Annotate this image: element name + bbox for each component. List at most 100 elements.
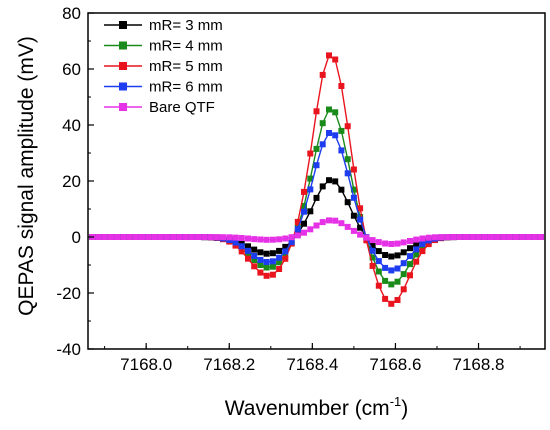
- y-tick-label: 0: [72, 228, 81, 247]
- legend-marker: [119, 21, 127, 29]
- data-point: [276, 247, 283, 254]
- data-point: [494, 234, 501, 240]
- data-point: [413, 236, 420, 243]
- data-point: [263, 259, 270, 265]
- y-axis-title: QEPAS signal amplitude (mV): [15, 36, 38, 316]
- legend-item: Bare QTF: [104, 99, 215, 116]
- data-point: [282, 255, 289, 262]
- data-point: [269, 236, 276, 243]
- data-point: [344, 156, 351, 163]
- data-point: [382, 277, 389, 284]
- data-point: [326, 217, 332, 224]
- data-point: [288, 239, 295, 246]
- data-point: [332, 178, 339, 185]
- data-point: [288, 234, 295, 241]
- data-point: [425, 241, 432, 248]
- legend-item: mR= 6 mm: [104, 79, 223, 96]
- data-point: [519, 234, 526, 240]
- data-point: [407, 272, 413, 279]
- data-point: [326, 52, 332, 59]
- x-tick-label: 7168.4: [286, 355, 338, 374]
- data-point: [419, 235, 426, 242]
- data-point: [382, 240, 389, 247]
- data-point: [506, 234, 513, 240]
- data-point: [375, 239, 382, 246]
- data-point: [413, 251, 420, 258]
- series-line: [92, 179, 541, 258]
- data-point: [195, 234, 202, 240]
- x-axis-title-sup: -1: [390, 394, 402, 409]
- data-point: [301, 188, 307, 195]
- x-tick-label: 7168.2: [203, 355, 255, 374]
- data-point: [388, 300, 395, 307]
- data-point: [338, 147, 345, 154]
- data-point: [369, 242, 376, 249]
- data-point: [481, 234, 488, 240]
- data-point: [488, 234, 494, 240]
- data-point: [257, 256, 264, 263]
- data-point: [319, 71, 326, 78]
- data-point: [394, 297, 401, 303]
- data-point: [220, 234, 226, 241]
- data-point: [188, 234, 195, 240]
- data-point: [301, 229, 307, 236]
- data-point: [407, 253, 413, 260]
- data-point: [294, 232, 301, 239]
- data-point: [269, 258, 276, 265]
- data-point: [319, 120, 326, 127]
- series-5: [89, 217, 544, 247]
- data-point: [413, 241, 420, 248]
- data-point: [307, 150, 314, 157]
- data-point: [438, 234, 445, 241]
- data-point: [338, 83, 345, 89]
- data-point: [413, 246, 420, 253]
- y-tick-label: -40: [56, 340, 81, 359]
- data-point: [95, 234, 102, 240]
- data-point: [226, 234, 233, 241]
- data-point: [475, 234, 482, 240]
- data-point: [319, 219, 326, 226]
- data-point: [350, 186, 357, 193]
- data-point: [157, 234, 164, 240]
- data-point: [350, 227, 357, 234]
- legend-item: mR= 4 mm: [104, 38, 223, 55]
- data-point: [394, 265, 401, 272]
- data-point: [407, 261, 413, 268]
- data-point: [369, 262, 376, 269]
- data-point: [257, 249, 264, 256]
- data-point: [419, 241, 426, 247]
- data-point: [350, 212, 357, 219]
- data-point: [263, 250, 270, 257]
- legend-item: mR= 3 mm: [104, 17, 223, 34]
- data-point: [456, 234, 463, 240]
- data-point: [263, 236, 270, 243]
- data-point: [126, 234, 133, 240]
- data-point: [332, 132, 339, 139]
- data-point: [151, 234, 158, 240]
- data-point: [419, 248, 426, 255]
- data-point: [294, 226, 301, 233]
- data-point: [388, 241, 395, 247]
- data-point: [132, 234, 139, 240]
- data-point: [263, 264, 270, 271]
- data-point: [375, 268, 382, 275]
- data-point: [238, 243, 245, 250]
- data-point: [388, 267, 395, 274]
- y-tick-label: 60: [62, 60, 81, 79]
- data-point: [375, 282, 382, 289]
- data-point: [369, 247, 376, 254]
- data-point: [282, 235, 289, 242]
- data-point: [207, 234, 214, 240]
- data-point: [238, 235, 245, 241]
- data-point: [251, 236, 258, 243]
- x-tick-label: 7168.6: [369, 355, 421, 374]
- data-point: [238, 248, 245, 255]
- legend-marker: [119, 62, 127, 70]
- data-point: [344, 170, 351, 177]
- data-point: [313, 194, 320, 201]
- legend: mR= 3 mm mR= 4 mm mR= 5 mm mR= 6 mm Bare QTF: [104, 17, 223, 116]
- data-point: [326, 177, 332, 184]
- data-point: [307, 186, 314, 193]
- data-point: [238, 240, 245, 247]
- data-point: [120, 234, 127, 240]
